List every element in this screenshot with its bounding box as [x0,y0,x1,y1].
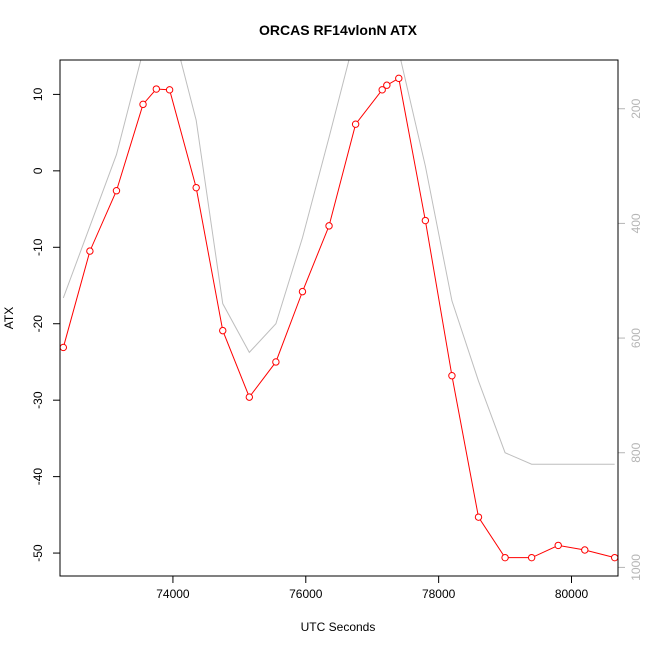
atx-point [112,187,121,195]
atx-point [554,541,562,550]
atx-point [383,81,391,89]
y-tick-label: -40 [31,468,45,486]
atx-point [378,86,386,94]
atx-point [165,86,174,94]
atx-point [448,372,456,380]
atx-point [139,100,147,109]
x-tick-label: 78000 [422,587,456,601]
y-axis-left: 10 0 -10 -20 -30 -40 -50 [31,87,61,562]
y-right-tick-label: 200 [629,98,643,118]
y-tick-label: -20 [31,315,45,333]
y-tick-label: -50 [31,544,45,562]
y-tick-label: 10 [31,87,45,101]
atx-point [581,546,589,554]
y-tick-label: -10 [31,238,45,256]
y-right-tick-label: 600 [629,328,643,348]
atx-point [219,326,227,335]
x-tick-label: 80000 [555,587,589,601]
atx-point [351,120,360,128]
atx-point [152,85,161,93]
pressure-line [62,60,615,465]
atx-point [86,247,94,255]
atx-point [501,553,509,562]
x-tick-label: 76000 [289,587,323,601]
atx-point [60,343,68,352]
atx-point [192,183,200,192]
atx-point [298,287,307,296]
y-axis-right: 200 400 600 800 1000 [617,98,643,581]
y-tick-label: 0 [31,167,45,174]
series-atx [60,74,618,562]
y-axis-label: ATX [2,307,16,329]
plot-frame [59,59,619,577]
atx-point [395,74,403,83]
y-right-tick-label: 800 [629,442,643,462]
y-right-tick-label: 1000 [629,554,643,581]
y-right-tick-label: 400 [629,213,643,233]
x-tick-label: 74000 [156,587,190,601]
atx-point [245,393,254,401]
atx-point [610,553,618,562]
atx-point [421,216,430,225]
chart-title: ORCAS RF14vlonN ATX [259,22,418,38]
atx-line [62,77,615,559]
x-axis-label: UTC Seconds [301,620,376,634]
x-axis: 74000 76000 78000 80000 [156,575,589,601]
atx-point [474,513,483,521]
atx-point [527,553,536,562]
atx-point [272,358,280,366]
series-pressure-line [62,60,615,465]
y-tick-label: -30 [31,391,45,409]
atx-point [325,222,333,230]
